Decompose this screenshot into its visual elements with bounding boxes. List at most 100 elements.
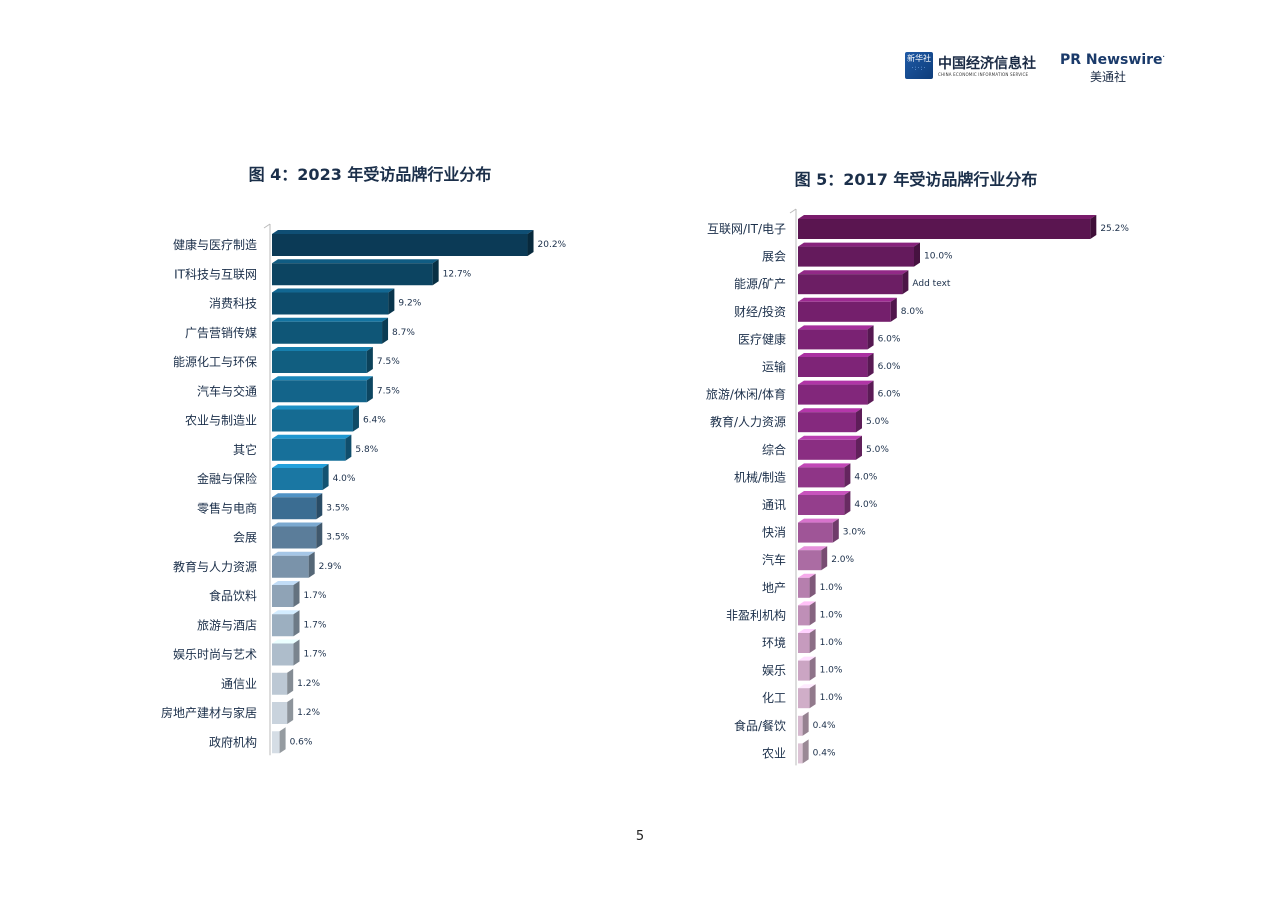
chart-0-value-label: 8.7%	[392, 328, 415, 338]
chart-1-bar-top	[798, 739, 809, 744]
chart-1-category-label: 快消	[762, 526, 786, 540]
chart-1-bar-side	[844, 491, 851, 515]
chart-0-category-label: IT科技与互联网	[174, 267, 257, 281]
chart-0-bar-top	[272, 376, 373, 381]
chart-1-bar-side	[809, 629, 816, 653]
chart-1-value-label: 4.0%	[854, 472, 877, 482]
chart-1-bar	[798, 357, 868, 377]
chart-0-bar-top	[272, 493, 323, 498]
chart-1-value-label: 6.0%	[878, 390, 901, 400]
chart-0-category-label: 消费科技	[209, 297, 257, 311]
chart-1-bar-top	[798, 656, 816, 661]
chart-0-bar-side	[366, 347, 373, 373]
chart-0-bar	[272, 672, 288, 695]
chart-0-bar-top	[272, 230, 534, 234]
chart-1-bar	[798, 550, 822, 571]
chart-0-bar	[272, 643, 294, 666]
chart-0-category-label: 其它	[233, 442, 257, 457]
chart-1-category-label: 化工	[762, 691, 786, 705]
chart-1-bar-top	[798, 408, 862, 413]
chart-0-bar-top	[272, 464, 329, 468]
chart-0-value-label: 1.2%	[297, 679, 320, 689]
chart-0-value-label: 4.0%	[333, 474, 356, 484]
chart-0-bar	[272, 380, 367, 403]
chart-1-bar	[798, 743, 803, 764]
chart-0-category-label: 广告营销传媒	[185, 325, 257, 340]
chart-1-bar-side	[856, 408, 862, 433]
chart-1-category-label: 农业	[762, 746, 786, 760]
chart-0-category-label: 农业与制造业	[185, 414, 257, 428]
chart-1-bar-top	[798, 684, 816, 689]
chart-1-bar-top	[798, 491, 851, 495]
chart-0-category-label: 教育与人力资源	[173, 559, 257, 574]
chart-0-bar-side	[388, 288, 395, 315]
chart-1-bar-top	[798, 353, 874, 357]
chart-0-bar-side	[293, 581, 300, 607]
chart-0-bar-top	[272, 259, 439, 264]
chart-0-bar-side	[308, 551, 315, 578]
chart-1-value-label: 1.0%	[820, 666, 843, 676]
chart-1-category-label: 机械/制造	[734, 469, 786, 484]
chart-1-bar-side	[809, 573, 816, 598]
chart-1-bar-side	[809, 601, 816, 626]
chart-1-bar-side	[902, 270, 909, 295]
chart-1-value-label: 2.0%	[831, 555, 854, 565]
chart-1-category-label: 娱乐	[762, 664, 786, 678]
chart-0-bar-top	[272, 727, 286, 732]
chart-0-bar	[272, 526, 317, 549]
xinhua-logo-text: 新华社	[907, 54, 931, 63]
chart-0-bar-side	[293, 610, 300, 637]
chart-0-bar	[272, 351, 367, 373]
chart-1-bar	[798, 219, 1091, 239]
chart-0-bar-top	[272, 551, 315, 556]
chart-0-bar	[272, 555, 309, 578]
chart-1-axis-top	[789, 208, 797, 214]
prnewswire-cn-name: 美通社	[1090, 70, 1127, 84]
chart-1-value-label: 1.0%	[820, 638, 843, 648]
chart-0-category-label: 食品饮料	[209, 588, 257, 603]
chart-1-bar-top	[798, 325, 874, 330]
chart-1-bar-top	[798, 435, 862, 440]
chart-0-bar	[272, 234, 528, 256]
chart-0-bar-side	[287, 698, 294, 724]
xinhua-logo-dots: ·:·:·	[911, 65, 927, 72]
chart-0-category-label: 能源化工与环保	[173, 355, 257, 369]
chart-0-bar-side	[322, 464, 329, 490]
chart-0-value-label: 9.2%	[398, 299, 421, 309]
chart-1-bar	[798, 605, 810, 626]
cei-name: 中国经济信息社	[938, 56, 1036, 72]
chart-1-bar-top	[798, 297, 897, 302]
chart-1-bar	[798, 384, 868, 405]
chart-0-category-label: 健康与医疗制造	[173, 237, 257, 252]
chart-1-bar-side	[867, 325, 874, 350]
chart-0-category-label: 通信业	[221, 677, 257, 691]
chart-1-bar	[798, 495, 845, 515]
chart-0-bar	[272, 731, 280, 754]
chart-1-bar-side	[914, 242, 920, 267]
chart-1-value-label: 10.0%	[924, 252, 953, 262]
chart-1-bar-side	[809, 656, 816, 681]
xinhua-logo: 新华社 ·:·:·	[905, 52, 933, 79]
chart-1-category-label: 环境	[762, 635, 786, 650]
chart-1-value-label: Add text	[912, 279, 951, 289]
chart-1-bar	[798, 439, 856, 460]
cei-subtitle: CHINA ECONOMIC INFORMATION SERVICE	[938, 72, 1029, 77]
chart-1-category-label: 互联网/IT/电子	[707, 222, 786, 236]
chart-0-value-label: 1.2%	[297, 708, 320, 718]
chart-1-value-label: 8.0%	[901, 307, 924, 317]
chart-1-value-label: 0.4%	[813, 748, 836, 758]
chart-0-bar-side	[345, 434, 352, 461]
chart-1-bar-top	[798, 215, 1097, 219]
chart-1-value-label: 1.0%	[820, 583, 843, 593]
chart-1-value-label: 5.0%	[866, 445, 889, 455]
chart-1-bar	[798, 274, 903, 295]
prnewswire-logo: PR Newswire·	[1060, 52, 1165, 68]
chart-1-bar	[798, 688, 810, 709]
chart-1-bar-top	[798, 518, 839, 523]
chart-1-bar-side	[867, 353, 874, 377]
chart-0-category-label: 旅游与酒店	[197, 618, 257, 632]
chart-1-bar-side	[802, 739, 809, 764]
chart-0-value-label: 1.7%	[304, 591, 327, 601]
chart-1-category-label: 通讯	[762, 498, 786, 512]
